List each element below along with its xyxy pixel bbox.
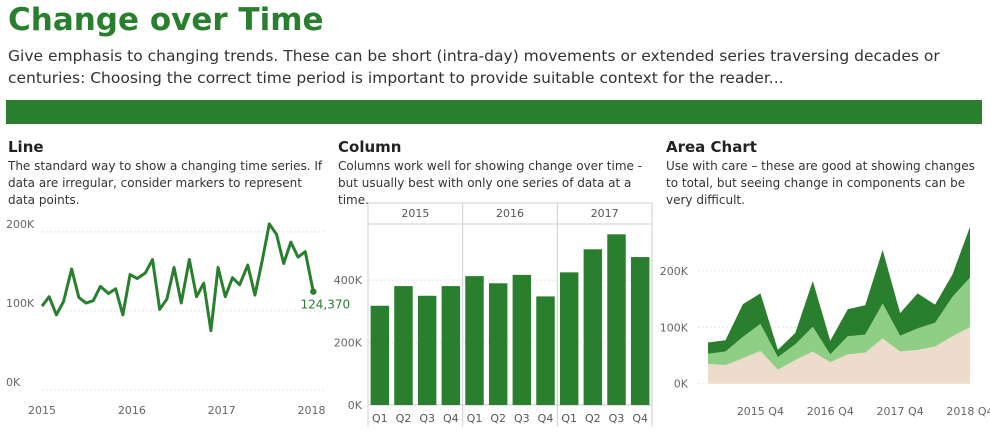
column-quarter-label: Q3 [419, 412, 435, 425]
column-bar [559, 272, 579, 405]
area-panel-title: Area Chart [666, 138, 757, 156]
area-panel-description: Use with care – these are good at showin… [666, 159, 975, 207]
column-bar [465, 276, 484, 405]
area-series [708, 226, 970, 358]
line-chart: 0K 100K 200K 2015 2016 2017 2018 124,370 [6, 218, 350, 417]
line-xtick-label: 2017 [208, 404, 236, 417]
column-bar [417, 295, 437, 405]
line-end-point [310, 288, 317, 295]
column-quarter-label: Q2 [396, 412, 412, 425]
column-quarter-label: Q4 [632, 412, 648, 425]
area-ytick-label: 100K [660, 321, 689, 334]
column-bar [394, 286, 413, 405]
area-xtick-label: 2018 Q4 [946, 405, 990, 418]
line-panel-description: The standard way to show a changing time… [8, 159, 323, 207]
column-quarter-label: Q1 [372, 412, 388, 425]
column-bar [370, 305, 390, 405]
column-bar [630, 257, 650, 405]
column-ytick-label: 0K [348, 399, 363, 412]
column-panel-title: Column [338, 138, 402, 156]
page-title: Change over Time [8, 2, 324, 38]
line-xtick-label: 2016 [118, 404, 146, 417]
line-end-label: 124,370 [301, 298, 351, 312]
line-series [40, 222, 315, 333]
column-bar [536, 296, 555, 405]
column-quarter-label: Q4 [443, 412, 459, 425]
column-bar [488, 283, 508, 405]
column-bar [512, 274, 532, 405]
line-ytick-label: 200K [6, 218, 35, 231]
column-ytick-label: 200K [334, 337, 363, 350]
column-quarter-label: Q1 [561, 412, 577, 425]
area-xtick-label: 2015 Q4 [737, 405, 784, 418]
column-ytick-label: 400K [334, 274, 363, 287]
column-quarter-label: Q1 [467, 412, 483, 425]
column-panel-description: Columns work well for showing change ove… [338, 159, 643, 207]
header-banner [6, 100, 982, 124]
column-bar [583, 249, 603, 405]
area-xtick-label: 2016 Q4 [807, 405, 854, 418]
column-year-label: 2017 [591, 207, 619, 220]
area-xtick-label: 2017 Q4 [877, 405, 924, 418]
column-quarter-label: Q3 [609, 412, 625, 425]
line-xtick-label: 2015 [28, 404, 56, 417]
column-bar [441, 286, 461, 405]
column-chart: 0K 200K 400K 2015 Q1 Q2 Q3 Q4 2016 Q1 Q2 Q3 Q4 2017 Q1… [334, 202, 653, 427]
area-chart: 0K 100K 200K 2015 Q4 2016 Q4 2017 Q4 2018 Q4 [660, 226, 990, 418]
column-year-label: 2015 [401, 207, 429, 220]
column-year-label: 2016 [496, 207, 524, 220]
page-description: Give emphasis to changing trends. These … [8, 47, 940, 87]
column-quarter-label: Q3 [514, 412, 530, 425]
column-quarter-label: Q2 [585, 412, 601, 425]
line-xtick-label: 2018 [298, 404, 326, 417]
column-quarter-label: Q2 [490, 412, 506, 425]
area-series [708, 277, 970, 370]
line-ytick-label: 0K [6, 376, 21, 389]
line-ytick-label: 100K [6, 297, 35, 310]
column-bar [607, 234, 626, 405]
column-quarter-label: Q4 [538, 412, 554, 425]
area-series [708, 327, 970, 384]
area-ytick-label: 0K [674, 378, 689, 391]
line-panel-title: Line [8, 138, 44, 156]
area-ytick-label: 200K [660, 265, 689, 278]
